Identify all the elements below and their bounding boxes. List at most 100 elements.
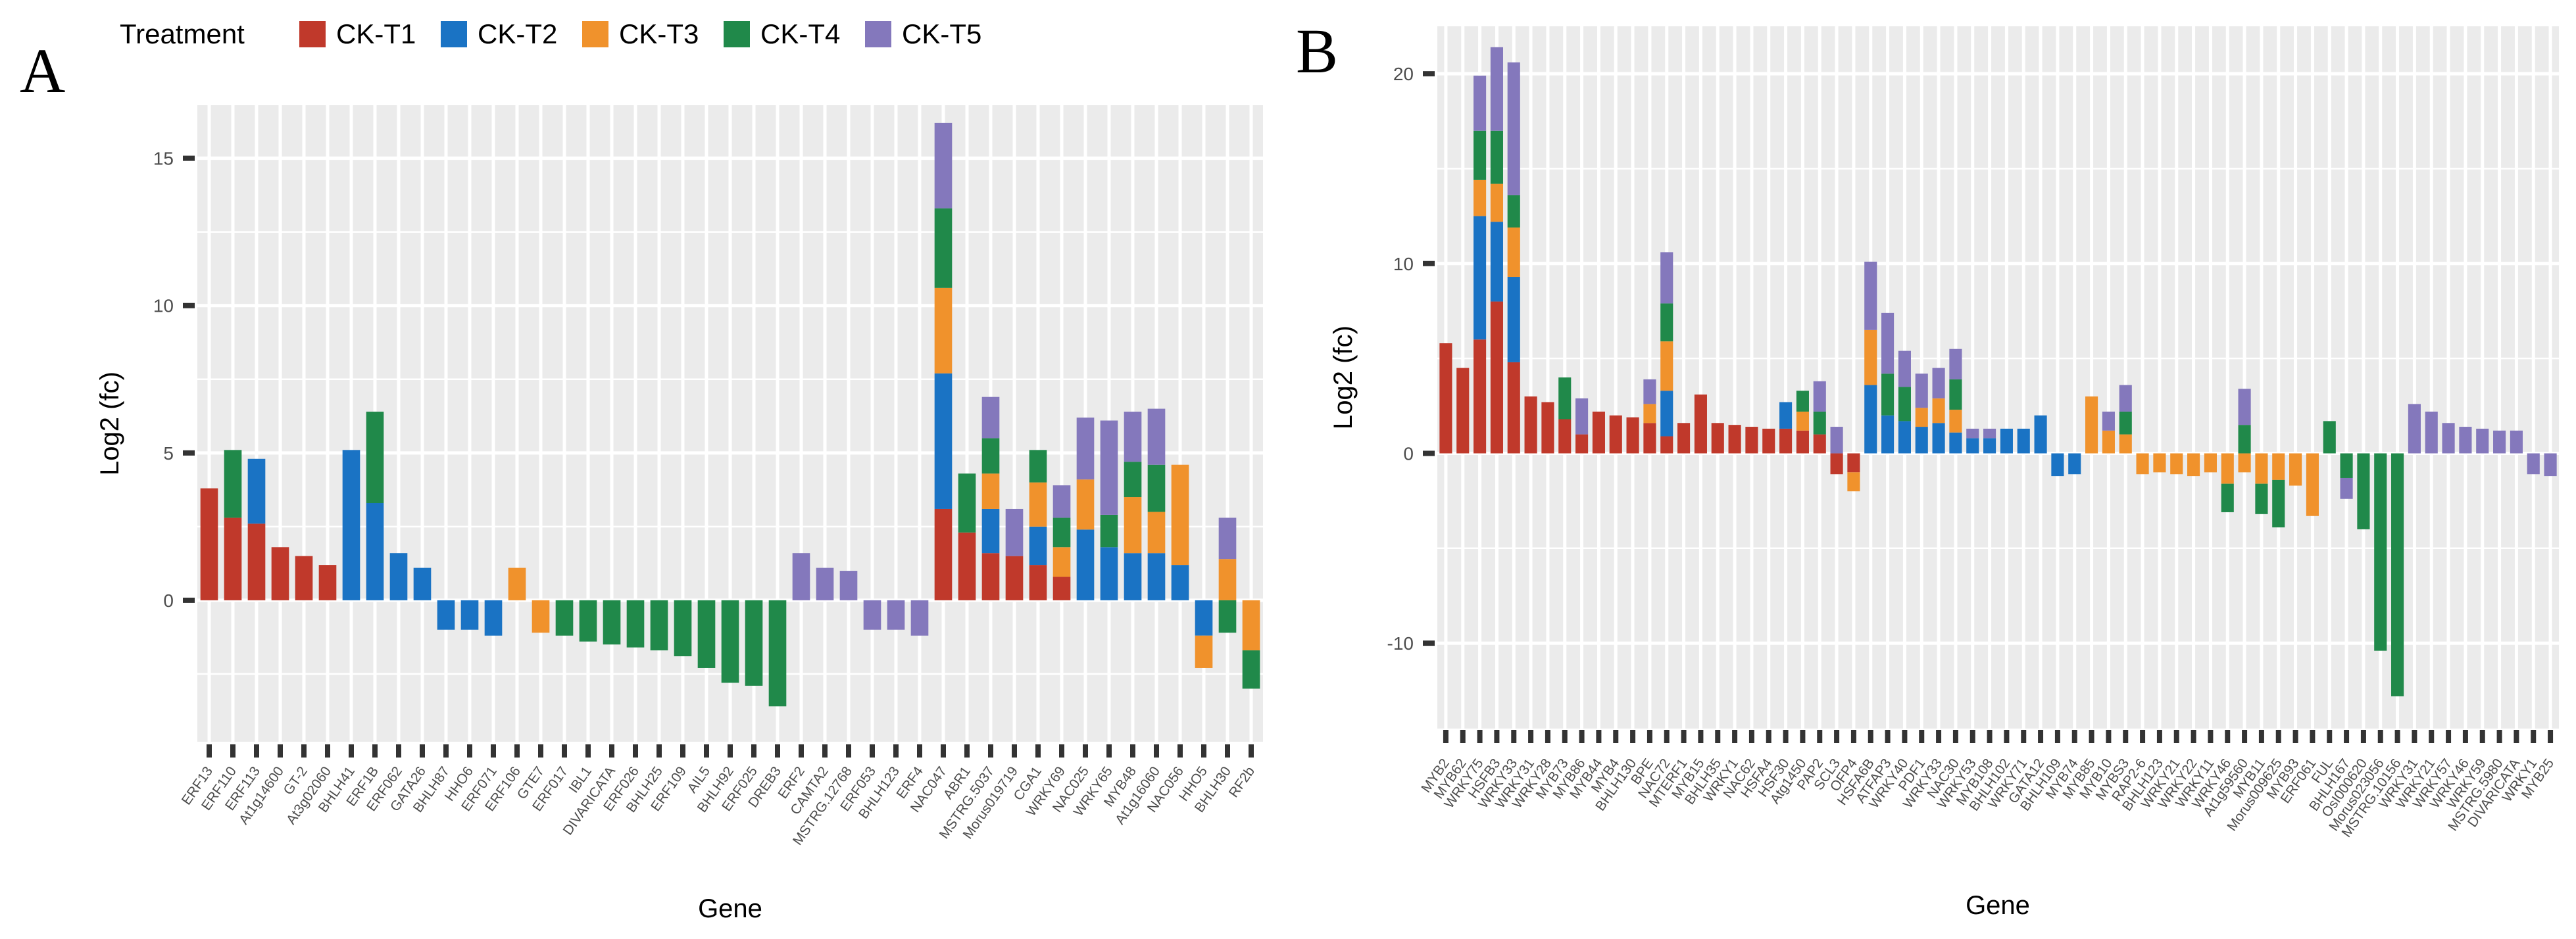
bar-b-43-ck-t3 [2170,453,2183,475]
xtick-mark-a [775,744,780,758]
xtick-mark-b [2462,730,2468,743]
bar-a-5-ck-t1 [318,565,337,600]
legend-label-ck-t3: CK-T3 [619,18,699,49]
xtick-mark-b [1579,730,1585,743]
bar-b-40-ck-t4 [2119,411,2132,435]
bar-b-38-ck-t3 [2085,396,2098,454]
bar-a-3-ck-t1 [271,547,289,600]
bar-a-7-ck-t4 [366,412,384,503]
bar-b-39-ck-t3 [2102,430,2115,454]
bar-b-28-ck-t5 [1915,373,1928,408]
legend-swatch-ck-t5 [865,21,891,47]
bar-b-44-ck-t3 [2187,453,2200,477]
xtick-mark-b [1952,730,1958,743]
xtick-mark-b [1987,730,1993,743]
bar-b-8-ck-t5 [1575,398,1589,435]
bar-b-31-ck-t2 [1966,438,1979,454]
bar-a-39-ck-t4 [1124,462,1142,498]
bar-a-31-ck-t5 [934,122,953,208]
xtick-mark-b [2173,730,2179,743]
bar-b-5-ck-t1 [1524,396,1537,454]
bar-b-49-ck-t4 [2272,479,2285,528]
ytick-label-b: 20 [1393,64,1414,84]
bar-b-45-ck-t3 [2204,453,2217,473]
bar-b-4-ck-t1 [1507,362,1520,454]
xtick-mark-b [2310,730,2316,743]
bar-b-11-ck-t1 [1626,417,1639,454]
bar-b-20-ck-t1 [1779,428,1793,454]
xtick-mark-b [1545,730,1550,743]
bar-b-13-ck-t5 [1660,252,1673,304]
xtick-mark-a [917,744,922,758]
bar-b-35-ck-t2 [2034,415,2047,454]
bar-a-36-ck-t3 [1053,547,1071,577]
bar-a-41-ck-t2 [1171,565,1189,600]
bar-b-9-ck-t1 [1592,411,1605,454]
xtick-mark-a [585,744,591,758]
xtick-mark-a [207,744,212,758]
bar-b-12-ck-t3 [1643,404,1656,423]
bar-a-39-ck-t2 [1124,553,1142,600]
xtick-mark-b [2191,730,2196,743]
xtick-mark-b [2156,730,2162,743]
xtick-mark-a [538,744,543,758]
bar-b-40-ck-t3 [2119,434,2132,454]
xtick-mark-b [2327,730,2333,743]
bar-a-34-ck-t5 [1005,508,1024,556]
bar-b-60-ck-t5 [2459,427,2472,454]
bar-b-61-ck-t5 [2476,428,2489,454]
bar-b-32-ck-t2 [1983,438,1996,454]
xtick-mark-a [870,744,875,758]
bar-b-59-ck-t5 [2442,423,2455,454]
xtick-mark-b [1868,730,1873,743]
xtick-mark-b [2292,730,2298,743]
legend-swatch-ck-t4 [724,21,750,47]
bar-b-13-ck-t1 [1660,436,1673,454]
bar-a-29-ck-t5 [887,600,905,630]
xtick-mark-a [372,744,378,758]
xtick-mark-b [1834,730,1840,743]
bar-b-48-ck-t3 [2255,453,2268,484]
ytick-label-b: -10 [1387,633,1414,654]
bar-b-30-ck-t3 [1949,410,1962,433]
bar-b-15-ck-t1 [1694,394,1707,454]
bar-a-13-ck-t3 [508,567,526,600]
bar-b-49-ck-t3 [2272,453,2285,480]
ytick-mark-b [1423,71,1435,77]
bar-a-42-ck-t2 [1195,600,1213,636]
bar-b-24-ck-t3 [1847,472,1860,492]
bar-b-64-ck-t5 [2527,453,2540,475]
legend-label-ck-t5: CK-T5 [902,18,981,49]
xtick-mark-a [420,744,425,758]
bar-b-26-ck-t5 [1881,312,1895,374]
ytick-mark-a [183,597,195,603]
bar-a-12-ck-t2 [484,600,503,636]
bar-b-3-ck-t1 [1490,301,1503,454]
xtick-mark-b [1443,730,1449,743]
xtick-mark-b [1647,730,1652,743]
bar-a-40-ck-t3 [1147,512,1166,554]
xtick-mark-b [2429,730,2435,743]
bar-b-13-ck-t4 [1660,303,1673,342]
ytick-label-b: 0 [1403,443,1414,464]
xtick-mark-b [2531,730,2537,743]
bar-b-50-ck-t3 [2289,453,2302,486]
xtick-mark-a [396,744,401,758]
xtick-mark-b [2242,730,2248,743]
xtick-mark-b [2123,730,2129,743]
bar-b-1-ck-t1 [1456,368,1470,454]
xtick-mark-b [1732,730,1738,743]
bar-b-6-ck-t1 [1541,402,1554,454]
bar-b-18-ck-t1 [1745,427,1758,454]
xtick-mark-b [1596,730,1602,743]
bar-a-44-ck-t4 [1242,650,1260,689]
bar-b-62-ck-t5 [2493,430,2506,454]
bar-b-41-ck-t3 [2136,453,2149,475]
bar-a-25-ck-t5 [792,553,810,600]
bar-b-3-ck-t4 [1490,130,1503,184]
xtick-mark-a [846,744,851,758]
bar-b-57-ck-t5 [2408,404,2421,454]
xtick-mark-b [2071,730,2077,743]
bar-a-37-ck-t3 [1076,479,1095,530]
bar-a-8-ck-t2 [389,553,408,600]
